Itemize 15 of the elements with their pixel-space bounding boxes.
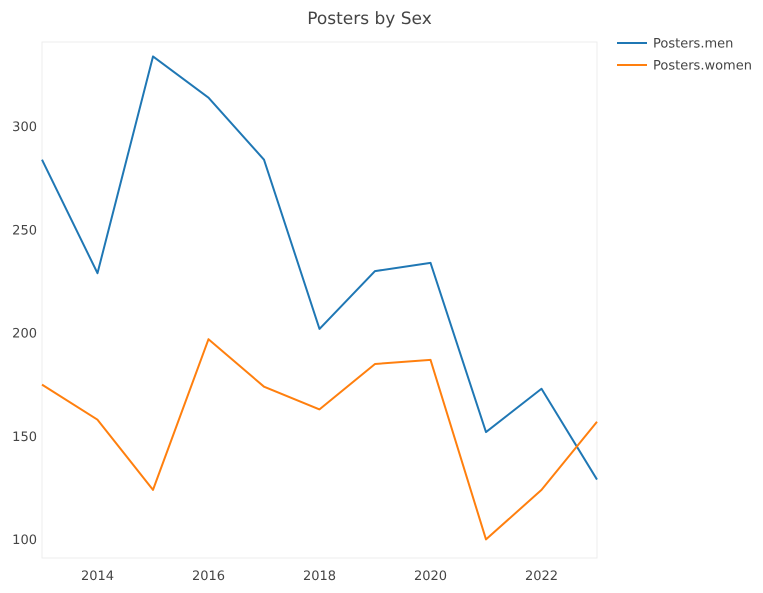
x-tick-label: 2020 xyxy=(414,569,448,584)
y-tick-label: 150 xyxy=(12,430,37,445)
chart-title: Posters by Sex xyxy=(307,9,432,29)
x-tick-label: 2022 xyxy=(524,569,558,584)
y-tick-label: 100 xyxy=(12,532,37,548)
y-tick-label: 250 xyxy=(12,223,37,238)
x-tick-label: 2014 xyxy=(80,569,114,584)
legend-label: Posters.women xyxy=(653,58,752,74)
x-tick-label: 2018 xyxy=(302,569,336,584)
y-tick-label: 300 xyxy=(12,120,37,136)
legend-label: Posters.men xyxy=(653,36,734,52)
x-tick-label: 2016 xyxy=(192,569,226,584)
line-series xyxy=(41,55,598,481)
y-tick-label: 200 xyxy=(12,326,37,342)
line-series xyxy=(41,338,598,540)
